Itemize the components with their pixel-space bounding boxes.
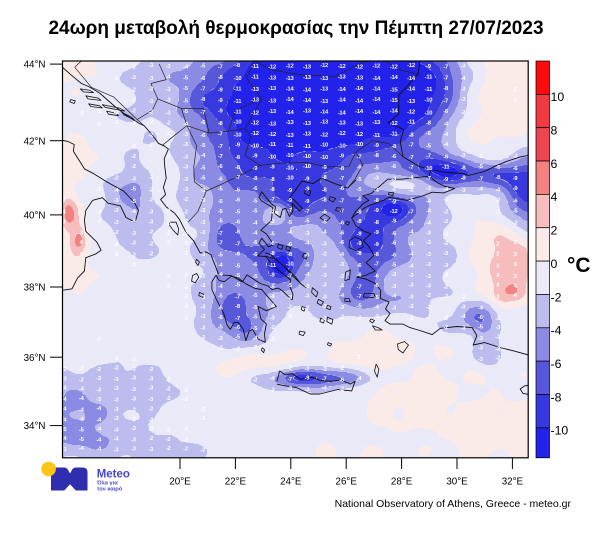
svg-text:20°E: 20°E	[169, 476, 191, 487]
svg-text:42°N: 42°N	[24, 136, 46, 147]
svg-text:22°E: 22°E	[225, 476, 247, 487]
svg-text:National Observatory of Athens: National Observatory of Athens, Greece -…	[335, 498, 572, 510]
svg-text:-2-4-5-2-3-3-5-6-6-8-9-9-8-6-5: -2 -4 -5 -2 -3 -3 -5 -6 -6 -8 -9 -9 -8 -6 -5 -4 -2 -2 -3 -4…	[96, 186, 518, 194]
svg-text:36°N: 36°N	[24, 353, 46, 364]
svg-text:3-2-3-4-3-2-2-3-5-6-4-3-5-5-5-: 3 -2 -3 -4 -3 -2 -2 -3 -5 -6 -4 -3 -5 -5 -5 -6 -8 -8 -9 -6-…	[62, 219, 517, 227]
svg-text:-2-2-2-2-2-3-5-7-9-11-12-13-14: -2 -2 -2 -2 -2 -3 -5 -7 -9 -11 -12 -13 -14 -13 -14 -14-…	[79, 109, 466, 117]
svg-text:-6: -6	[551, 357, 562, 371]
svg-text:Meteo: Meteo	[97, 468, 130, 480]
svg-text:3-2-3-2-2-2-3-7-6-4-5-4-3-4-6-: 3 -2 -3 -2 -2 -2 -3 -7 -6 -4 -5 -4 -3 -4 -6 -9 -9 -6 -4 -3-…	[80, 230, 448, 238]
svg-text:40°N: 40°N	[24, 211, 46, 222]
svg-text:-2-2-3-5-4-2-3-2: -2 -2 -3 -5 -4 -2 -3 -2	[96, 335, 500, 343]
svg-text:-2-3-3-5-7-9-11-13-13-14-14-13: -2 -3 -3 -5 -7 -9 -11 -13 -13 -14 -14 -13 -14 -14 -14-…	[131, 86, 517, 94]
svg-text:-5-5-4-3-3-2-2-2: -5 -5 -4 -3 -3 -2 -2 -2	[62, 426, 188, 434]
svg-text:-2-3-3-5-8-9-11-13-13-14-14-13: -2 -3 -3 -5 -8 -9 -11 -13 -13 -14 -14 -13 -14 -14 -14-…	[131, 97, 517, 105]
svg-text:-2-2-2-4-5-5-9-7-4-3-3-6-6-3-3: -2 -2 -2 -4 -5 -5 -9 -7 -4 -3 -3 -6 -6 -3 -3 -3 -2 3 3	[166, 272, 518, 280]
svg-text:-2-2-3-6-7-10-12-12-13-13-12-1: -2 -2 -3 -6 -7 -10 -12 -12 -13 -13 -12 -12 -12 -11 -11…	[148, 131, 449, 139]
svg-text:°C: °C	[567, 254, 591, 277]
svg-text:-4: -4	[551, 324, 562, 338]
svg-text:-3-5-6-5-2-2-3-5-3: -3 -5 -6 -5 -2 -2 -3 -5 -3	[200, 324, 501, 332]
svg-text:44°N: 44°N	[24, 60, 46, 71]
svg-text:-4-4-3-3-3-3-2-2-2-3-3-4-2: -4 -4 -3 -3 -3 -3 -2 -2 -2 -3 -3 -4 -2	[62, 386, 344, 394]
svg-text:-4-4-4-3-2-2-2: -4 -4 -4 -3 -2 -2 -2	[62, 406, 206, 414]
svg-text:-2-3-3-4-5-7-8-11-12-12-13-12-: -2 -3 -3 -4 -5 -7 -8 -11 -12 -12 -13 -12 -12 -12 -12 -1…	[131, 63, 466, 71]
svg-text:τον καιρό: τον καιρό	[97, 486, 123, 492]
svg-text:2-2-2-2-2-3-5-6-6-8-8-6-2-4-8-: 2 -2 -2 -2 -2 -3 -5 -6 -6 -8 -8 -6 -2 -4 -8 -8 -6 -4 -3 -3 2…	[80, 251, 518, 259]
svg-text:-4-5-4-4-3-2-2-2: -4 -5 -4 -4 -3 -2 -2 -2	[62, 436, 188, 444]
svg-text:4: 4	[551, 190, 558, 204]
svg-text:-2-2-3-4-5-5-5-5-3-3-4-7-6-3-3: -2 -2 -3 -4 -5 -5 -5 -5 -3 -3 -4 -7 -6 -3 -3 -3 -2 3 4	[166, 283, 518, 291]
svg-text:-2-2-2-2-2-2-2-3-3-2: -2 -2 -2 -2 -2 -2 -2 -3 -3 -2	[62, 365, 344, 373]
svg-text:-2-2-3-4-7-8-9-10-10-10-10-9-7: -2 -2 -3 -4 -7 -8 -9 -10 -10 -10 -10 -9 -7 -8 -6 -7 -7 -6…	[131, 153, 518, 161]
svg-text:-3-2-3-3-3-3-2-2-4-7-9-7-6-4: -3 -2 -3 -3 -3 -3 -2 -2 -4 -7 -9 -7 -6 -4	[62, 376, 363, 384]
svg-text:-4-4-3-3-3-3-2-2: -4 -4 -3 -3 -3 -3 -2 -2	[62, 396, 188, 404]
svg-text:10: 10	[551, 90, 565, 104]
svg-text:26°E: 26°E	[336, 476, 358, 487]
svg-text:-2-2-2-2-2-4-6-8-10-12-13-13-1: -2 -2 -2 -2 -2 -4 -6 -8 -10 -12 -13 -13 -13 -13 -13 -13…	[96, 120, 449, 128]
svg-text:30°E: 30°E	[446, 476, 468, 487]
svg-text:-4-4-4-3-2-2-2: -4 -4 -4 -3 -2 -2 -2	[62, 416, 206, 424]
svg-text:32°E: 32°E	[502, 476, 524, 487]
svg-text:-2-3-5-7-5-4-3-3-3-4-7-5-4-3-2: -2 -3 -5 -7 -5 -4 -3 -3 -3 -4 -7 -5 -4 -3 -2 -2 -2 3 4	[183, 293, 517, 301]
svg-text:2: 2	[551, 224, 558, 238]
svg-text:-2-3-5-6-8-9-9-10-10-9-8-6-5-6: -2 -3 -5 -6 -8 -9 -9 -10 -10 -9 -8 -6 -5 -6 -7 -10 -11 -8…	[131, 164, 518, 172]
svg-text:-2-3-6-7-5-3-2-2-2-2-2-2-2-2-4: -2 -3 -6 -7 -5 -3 -2 -2 -2 -2 -2 -2 -2 -2 -4 -6 -2	[183, 314, 500, 322]
svg-text:Όλα για: Όλα για	[96, 480, 118, 486]
svg-text:-2-3-6-8-5-4-2-2-3-3-5-4-3-3-2: -2 -3 -6 -8 -5 -4 -2 -2 -3 -3 -5 -4 -3 -3 -2 -3 -4	[183, 304, 484, 312]
svg-text:24°E: 24°E	[280, 476, 302, 487]
svg-text:-2-22-3-2: -2 -2 2 -3 -2	[114, 355, 500, 363]
svg-text:38°N: 38°N	[24, 283, 46, 294]
svg-text:28°E: 28°E	[391, 476, 413, 487]
svg-text:-2-2-2-3-2: -2 -2 -2 -3 -2	[218, 345, 500, 352]
svg-text:-2-3-2-3-5-6-7-8-8-10-9-8-7-5-: -2 -3 -2 -3 -5 -6 -7 -8 -8 -10 -9 -8 -7 -5 -3 -3 -4 -7 -9-…	[114, 175, 519, 183]
svg-text:6: 6	[551, 157, 558, 171]
svg-text:-3-4-4-3-3-3-2-2-2: -3 -4 -4 -3 -3 -3 -2 -2 -2	[62, 446, 206, 454]
svg-text:-2-3-3-4-5-6-8-10-11-13-13-13-: -2 -3 -3 -4 -5 -6 -8 -10 -11 -13 -13 -13 -13 -13 -13 -1…	[114, 74, 467, 82]
svg-text:-2-2-4-5-6-11-10-5-3-3-6-7-5-4: -2 -2 -4 -5 -6 -11 -10 -5 -3 -3 -6 -7 -5 -4 -3 -3 3 3	[131, 262, 518, 270]
svg-text:2-3-5-2-2-3-5-6-5-7-9-9-8-7-6-: 2 -3 -5 -2 -2 -3 -5 -6 -5 -7 -9 -9 -8 -7 -6 -8 -9 -5 -4 -2-…	[62, 197, 518, 205]
svg-text:8: 8	[551, 124, 558, 138]
svg-text:4-2-3-4-3-2-2-3-5-5-5-2-7-7-6-: 4 -2 -3 -4 -3 -2 -2 -3 -5 -5 -5 -2 -7 -7 -6 -7 -8 -9 -12 -7…	[62, 208, 518, 216]
svg-text:-2-2-2-3-5-7-9-10-11-11-11-10-: -2 -2 -2 -3 -5 -7 -9 -10 -11 -11 -11 -10 -10 -10 -9 -8-…	[131, 142, 449, 150]
svg-text:-8: -8	[551, 390, 562, 404]
svg-text:34°N: 34°N	[24, 421, 46, 432]
svg-text:0: 0	[551, 257, 558, 271]
svg-text:24ωρη μεταβολή θερμοκρασίας τη: 24ωρη μεταβολή θερμοκρασίας την Πέμπτη 2…	[48, 18, 543, 39]
svg-text:4-2-3-2-2-2-3-7-7-6-6-6-4-3-6-: 4 -2 -3 -2 -2 -2 -3 -7 -7 -6 -6 -6 -4 -3 -6 -9 -9 -6 -4 -3-…	[80, 240, 517, 248]
svg-text:-10: -10	[551, 424, 569, 438]
svg-text:-2: -2	[551, 290, 562, 304]
